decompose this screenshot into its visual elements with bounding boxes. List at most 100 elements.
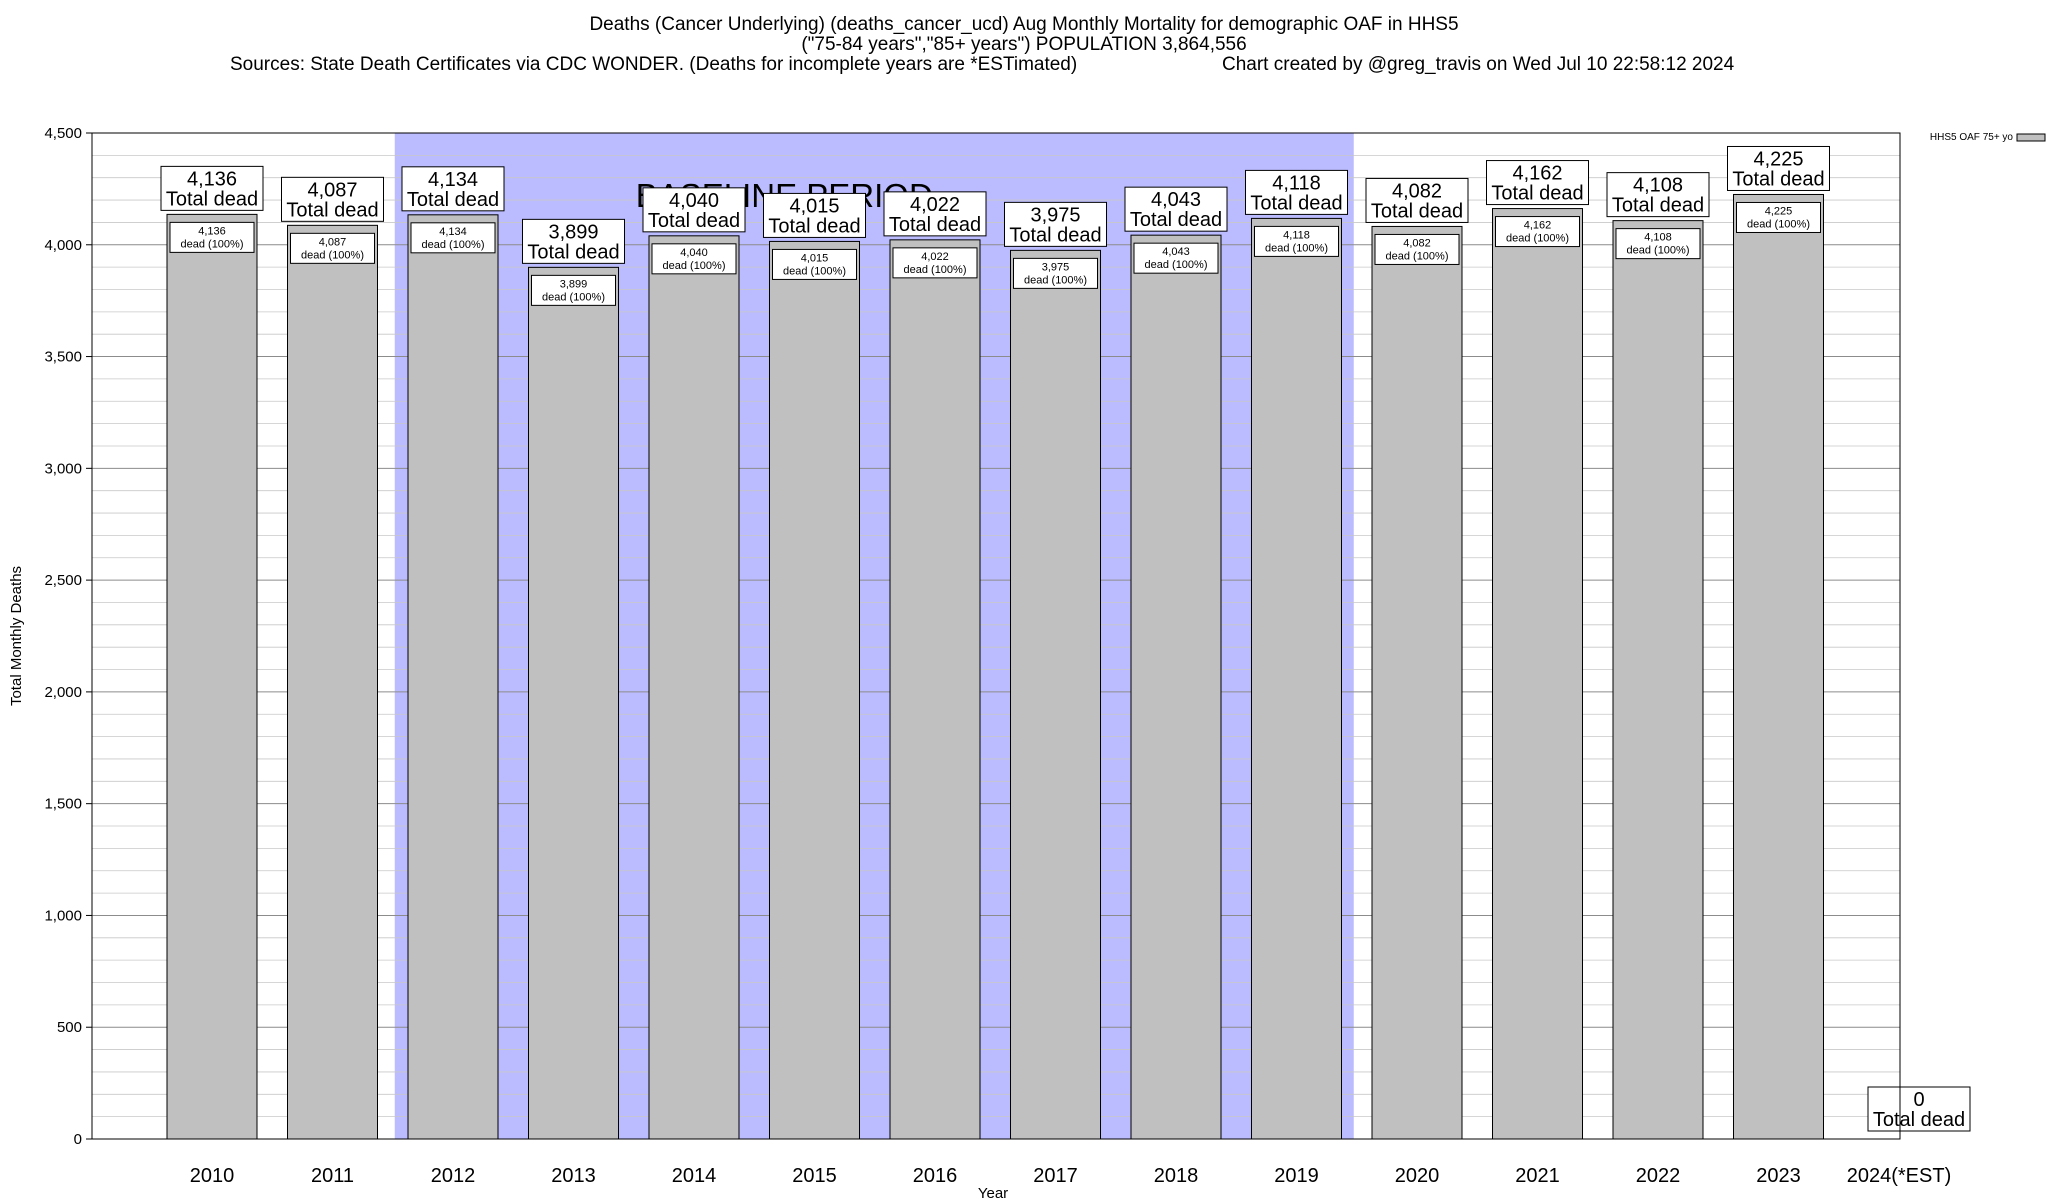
- bar-inner-label-box: [1495, 216, 1580, 248]
- bar-total-caption-label: Total dead: [1873, 1109, 1965, 1131]
- bar-inner-percent-label: dead (100%): [1145, 259, 1208, 271]
- legend-swatch: [2016, 133, 2046, 142]
- bar-total-caption-label: Total dead: [1009, 224, 1101, 246]
- y-tick-label: 4,500: [44, 125, 82, 142]
- bar-total-label-box: [763, 192, 866, 238]
- y-tick-label: 0: [74, 1131, 82, 1148]
- y-tick-label: 3,500: [44, 349, 82, 366]
- bar: [528, 266, 619, 1140]
- x-tick-label: 2017: [1033, 1165, 1078, 1187]
- bar-inner-value-label: 4,225: [1765, 205, 1793, 217]
- bar-total-value-label: 4,118: [1272, 172, 1321, 194]
- bar-total-caption-label: Total dead: [527, 241, 619, 263]
- x-tick-label: 2018: [1154, 1165, 1199, 1187]
- bar-total-label-box: [1124, 186, 1228, 232]
- x-tick-label: 2021: [1515, 1165, 1560, 1187]
- bar-total-value-label: 0: [1913, 1089, 1924, 1111]
- bar-inner-percent-label: dead (100%): [1747, 218, 1810, 230]
- y-tick-label: 4,000: [44, 237, 82, 254]
- bar-inner-value-label: 4,134: [439, 226, 467, 238]
- bar-inner-percent-label: dead (100%): [1627, 245, 1690, 257]
- bar: [166, 213, 258, 1140]
- bar-inner-value-label: 4,043: [1162, 246, 1190, 258]
- x-tick-label: 2013: [551, 1165, 596, 1187]
- chart-title-line-2: ("75-84 years","85+ years") POPULATION 3…: [801, 34, 1247, 55]
- x-tick-label: 2024(*EST): [1847, 1165, 1952, 1187]
- bar-total-caption-label: Total dead: [166, 188, 258, 210]
- bar-total-value-label: 4,022: [910, 194, 960, 216]
- bar-total-label-box: [160, 165, 264, 211]
- bar-total-label-box: [522, 218, 625, 264]
- y-axis-label: Total Monthly Deaths: [8, 566, 25, 706]
- x-tick-label: 2019: [1274, 1165, 1319, 1187]
- bar-inner-value-label: 4,087: [319, 236, 347, 248]
- bar-total-caption-label: Total dead: [1612, 195, 1704, 217]
- bar: [1130, 234, 1222, 1140]
- bar-total-caption-label: Total dead: [1250, 192, 1342, 214]
- bar-inner-label-box: [772, 248, 857, 280]
- bar-inner-value-label: 4,118: [1283, 229, 1310, 241]
- bar-inner-label-box: [1254, 225, 1339, 257]
- bar-total-label-box: [1486, 160, 1589, 206]
- bar-total-value-label: 3,899: [548, 221, 598, 243]
- legend-series-label: HHS5 OAF 75+ yo: [1930, 132, 2014, 143]
- bar-total-caption-label: Total dead: [1491, 183, 1583, 205]
- bar: [1371, 225, 1463, 1140]
- bar-total-value-label: 4,108: [1633, 175, 1683, 197]
- bar-inner-percent-label: dead (100%): [783, 265, 846, 277]
- bar-inner-label-box: [1736, 201, 1821, 233]
- bar-inner-value-label: 4,082: [1403, 237, 1431, 249]
- bar-inner-value-label: 3,975: [1042, 261, 1070, 273]
- bar: [1251, 217, 1342, 1140]
- y-tick-label: 1,500: [44, 796, 82, 813]
- bar-total-caption-label: Total dead: [1130, 209, 1222, 231]
- bar-total-label-box: [1365, 177, 1469, 223]
- bar-total-label-box: [1867, 1086, 1971, 1132]
- x-axis-label: Year: [978, 1185, 1008, 1200]
- bar-inner-label-box: [1013, 257, 1098, 289]
- x-tick-label: 2023: [1756, 1165, 1801, 1187]
- x-tick-label: 2012: [431, 1165, 476, 1187]
- chart-title-line-1: Deaths (Cancer Underlying) (deaths_cance…: [589, 14, 1459, 35]
- bar-inner-value-label: 4,162: [1524, 220, 1552, 232]
- bar-total-label-box: [883, 191, 987, 237]
- bar-inner-value-label: 4,040: [680, 247, 708, 259]
- bar-inner-percent-label: dead (100%): [663, 260, 726, 272]
- bar: [889, 239, 981, 1140]
- x-tick-label: 2014: [672, 1165, 717, 1187]
- sources-note: Sources: State Death Certificates via CD…: [230, 54, 1078, 75]
- bar-total-label-box: [1727, 145, 1830, 191]
- bar-total-value-label: 4,082: [1392, 180, 1442, 202]
- bar-inner-percent-label: dead (100%): [301, 249, 364, 261]
- y-tick-label: 3,000: [44, 460, 82, 477]
- bar-inner-value-label: 4,015: [801, 252, 829, 264]
- bar-inner-label-box: [1615, 228, 1701, 260]
- bar: [1612, 220, 1704, 1140]
- bar: [1010, 249, 1101, 1140]
- bar-total-value-label: 4,043: [1151, 189, 1201, 211]
- bar-total-label-box: [1245, 169, 1348, 215]
- bar-inner-label-box: [410, 222, 496, 254]
- bar-total-value-label: 4,134: [428, 169, 478, 191]
- bar-total-value-label: 4,225: [1753, 148, 1803, 170]
- bar: [407, 214, 499, 1140]
- bar-total-caption-label: Total dead: [407, 189, 499, 211]
- x-tick-label: 2020: [1395, 1165, 1440, 1187]
- bar-inner-label-box: [892, 247, 978, 279]
- bar-total-label-box: [642, 187, 746, 233]
- created-by-note: Chart created by @greg_travis on Wed Jul…: [1222, 54, 1735, 75]
- bar: [1492, 208, 1583, 1140]
- x-tick-label: 2022: [1636, 1165, 1681, 1187]
- y-tick-label: 1,000: [44, 907, 82, 924]
- bar-total-caption-label: Total dead: [286, 199, 378, 221]
- bar-inner-value-label: 4,136: [198, 225, 226, 237]
- bar-total-caption-label: Total dead: [1732, 168, 1824, 190]
- bar-total-value-label: 3,975: [1030, 204, 1080, 226]
- plot-frame: [91, 132, 1901, 1140]
- bar-total-value-label: 4,040: [669, 190, 719, 212]
- bar-inner-percent-label: dead (100%): [1386, 250, 1449, 262]
- bar-inner-label-box: [1133, 242, 1219, 274]
- bar-inner-label-box: [290, 232, 375, 264]
